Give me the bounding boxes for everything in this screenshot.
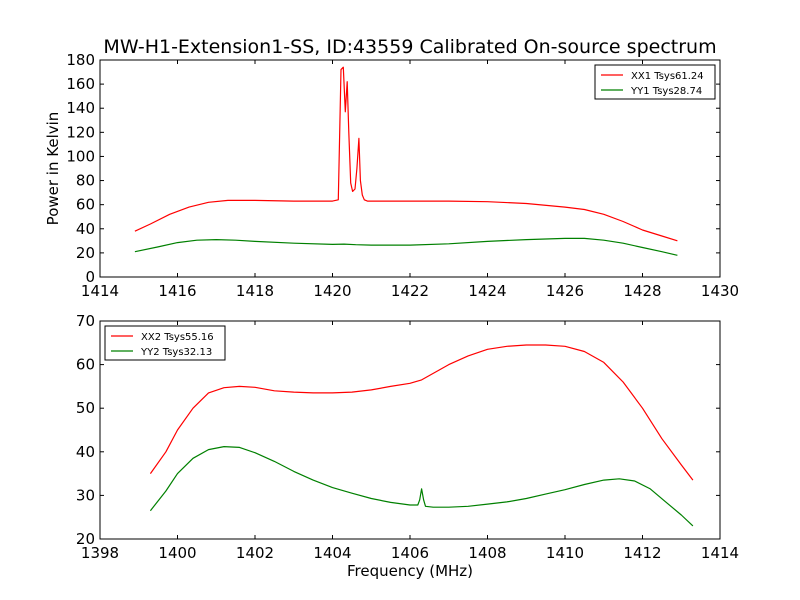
bottom-spectrum-plot: 1398 1400 1402 1404 1406 1408 1410 1412 1414 20 30…: [76, 312, 739, 580]
y-tick-label: 20: [76, 244, 95, 262]
y-tick-label: 60: [76, 196, 95, 214]
series-line-yy: [149, 446, 694, 527]
legend: XX2 Tsys55.16 YY2 Tsys32.13: [104, 325, 226, 361]
y-tick-label: 50: [76, 399, 95, 417]
legend: XX1 Tsys61.24 YY1 Tsys28.74: [594, 64, 716, 100]
x-tick-label: 1406: [391, 544, 429, 562]
x-tick-label: 1404: [313, 544, 351, 562]
legend-box: [594, 64, 716, 100]
legend-label: YY1 Tsys28.74: [630, 86, 702, 97]
x-tick-label: 1400: [158, 544, 196, 562]
y-tick-label: 60: [76, 356, 95, 374]
x-axis-title: Frequency (MHz): [347, 562, 473, 580]
figure-title: MW-H1-Extension1-SS, ID:43559 Calibrated…: [103, 36, 716, 58]
x-tick-label: 1416: [158, 282, 196, 300]
x-tick-label: 1402: [236, 544, 274, 562]
y-tick-label: 0: [85, 268, 95, 286]
x-tick-label: 1408: [468, 544, 506, 562]
y-tick-label: 180: [66, 51, 95, 69]
x-tick-label: 1420: [313, 282, 351, 300]
x-tick-label: 1418: [236, 282, 274, 300]
legend-label: XX2 Tsys55.16: [141, 332, 214, 343]
x-tick-label: 1426: [546, 282, 584, 300]
y-tick-label: 40: [76, 220, 95, 238]
y-tick-label: 20: [76, 530, 95, 548]
series-line-xx: [134, 66, 678, 242]
y-tick-label: 160: [66, 75, 95, 93]
x-tick-label: 1430: [701, 282, 739, 300]
legend-label: XX1 Tsys61.24: [631, 71, 704, 82]
series-line-yy: [134, 237, 678, 256]
x-tick-label: 1428: [623, 282, 661, 300]
y-tick-label: 120: [66, 123, 95, 141]
x-tick-label: 1398: [81, 544, 119, 562]
legend-box: [104, 325, 226, 361]
top-spectrum-plot: 1414 1416 1418 1420 1422 1424 1426 1428 1430 0 20 4…: [44, 51, 739, 300]
y-tick-label: 100: [66, 147, 95, 165]
x-tick-label: 1424: [468, 282, 506, 300]
y-tick-label: 30: [76, 486, 95, 504]
y-axis-title: Power in Kelvin: [44, 112, 62, 226]
legend-label: YY2 Tsys32.13: [140, 347, 212, 358]
x-tick-label: 1412: [623, 544, 661, 562]
y-tick-label: 40: [76, 443, 95, 461]
series-line-xx: [149, 344, 694, 481]
y-tick-label: 140: [66, 99, 95, 117]
x-tick-label: 1422: [391, 282, 429, 300]
y-tick-label: 70: [76, 312, 95, 330]
x-tick-label: 1410: [546, 544, 584, 562]
x-tick-label: 1414: [701, 544, 739, 562]
y-tick-label: 80: [76, 172, 95, 190]
x-tick-label: 1414: [81, 282, 119, 300]
